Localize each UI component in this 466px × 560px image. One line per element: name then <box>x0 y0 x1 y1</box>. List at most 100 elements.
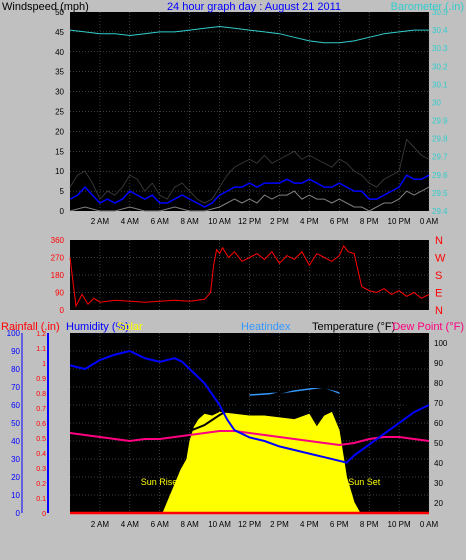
x-tick-label: 10 PM <box>388 520 411 529</box>
barometer-tick-label: 29.6 <box>432 171 448 180</box>
series-gust-highlight <box>69 138 430 204</box>
rainfall-tick-label: 0.2 <box>36 481 46 488</box>
solar-axis-label: Solar <box>117 321 143 333</box>
direction-tick-label: 90 <box>55 289 64 298</box>
dewpoint-axis-label: Dew Point (°F) <box>392 321 464 333</box>
wind-tick-label: 50 <box>55 8 64 17</box>
humidity-tick-label: 30 <box>11 455 20 464</box>
direction-tick-label: 270 <box>51 254 65 263</box>
wind-tick-label: 35 <box>55 68 64 77</box>
x-tick-label: 6 PM <box>330 520 349 529</box>
direction-tick-label: 0 <box>60 306 65 315</box>
barometer-tick-label: 29.5 <box>432 189 448 198</box>
temperature-tick-label: 80 <box>434 379 443 388</box>
x-tick-label: 6 AM <box>151 217 170 226</box>
x-tick-label: 6 PM <box>330 217 349 226</box>
humidity-tick-label: 60 <box>11 401 20 410</box>
temperature-tick-label: 60 <box>434 419 443 428</box>
rainfall-tick-label: 0.8 <box>36 391 46 398</box>
temperature-tick-label: 100 <box>434 339 448 348</box>
sunset-label: Sun Set <box>348 477 381 487</box>
wind-grid <box>70 12 430 211</box>
direction-tick-label: 180 <box>51 271 65 280</box>
series-min <box>69 186 430 212</box>
compass-label: N <box>435 235 443 247</box>
barometer-tick-label: 29.4 <box>432 207 448 216</box>
x-tick-label: 8 AM <box>181 520 200 529</box>
series-humidity <box>69 349 430 464</box>
windspeed-axis-label: Windspeed (mph) <box>2 1 89 13</box>
wind-panel: 0 5 10 15 20 25 30 35 40 45 50 29.4 29.5 29.6 29.7 29.… <box>2 1 464 226</box>
barometer-tick-label: 30.1 <box>432 80 448 89</box>
rainfall-tick-label: 0.6 <box>36 421 46 428</box>
wind-tick-label: 40 <box>55 48 64 57</box>
rainfall-tick-label: 0 <box>42 511 46 518</box>
x-tick-label: 10 PM <box>388 217 411 226</box>
barometer-tick-label: 29.7 <box>432 153 448 162</box>
barometer-tick-label: 30.3 <box>432 44 448 53</box>
x-tick-label: 4 AM <box>121 217 140 226</box>
direction-plot-area <box>70 240 429 310</box>
barometer-tick-label: 30 <box>432 98 441 107</box>
temperature-tick-label: 40 <box>434 459 443 468</box>
x-tick-label: 6 AM <box>151 520 170 529</box>
wind-tick-label: 30 <box>55 88 64 97</box>
compass-label: S <box>435 270 442 282</box>
direction-tick-labels: 0 90 180 270 360 <box>51 236 65 315</box>
rainfall-tick-label: 0.3 <box>36 466 46 473</box>
humidity-tick-label: 70 <box>11 383 20 392</box>
thermo-panel: 0 0.1 0.2 0.3 0.4 0.5 0.6 0.7 0.8 0.9 1 1.1 1.2 0 10 2… <box>1 321 464 529</box>
thermo-x-tick-labels: 2 AM 4 AM 6 AM 8 AM 10 AM 12 PM 2 PM 4 PM 6 PM 8 … <box>91 520 439 529</box>
x-tick-label: 2 AM <box>91 520 110 529</box>
direction-series <box>69 244 430 308</box>
chart-title: 24 hour graph day : August 21 2011 <box>167 1 341 13</box>
temperature-tick-label: 30 <box>434 479 443 488</box>
x-tick-label: 8 PM <box>360 520 379 529</box>
temperature-tick-label: 20 <box>434 499 443 508</box>
wind-tick-label: 5 <box>60 187 65 196</box>
wind-tick-label: 25 <box>55 108 64 117</box>
x-tick-label: 0 AM <box>420 217 439 226</box>
temperature-tick-label: 70 <box>434 399 443 408</box>
rainfall-tick-labels: 0 0.1 0.2 0.3 0.4 0.5 0.6 0.7 0.8 0.9 1 1.1 1.2 <box>36 331 49 518</box>
barometer-tick-label: 30.2 <box>432 62 448 71</box>
rainfall-tick-label: 0.1 <box>36 496 46 503</box>
heatindex-label: Heatindex <box>241 321 291 333</box>
series-temperature <box>69 386 429 437</box>
barometer-tick-label: 30.4 <box>432 26 448 35</box>
wind-tick-label: 45 <box>55 28 64 37</box>
barometer-tick-label: 30.5 <box>432 8 448 17</box>
rainfall-tick-label: 0.4 <box>36 451 46 458</box>
series-direction <box>69 244 430 308</box>
x-tick-label: 12 PM <box>238 217 261 226</box>
x-tick-label: 2 PM <box>270 217 289 226</box>
rainfall-axis-label: Rainfall (.in) <box>1 321 60 333</box>
x-tick-label: 2 AM <box>91 217 110 226</box>
wind-tick-label: 15 <box>55 147 64 156</box>
x-tick-label: 4 PM <box>300 217 319 226</box>
humidity-tick-label: 40 <box>11 437 20 446</box>
x-tick-label: 0 AM <box>420 520 439 529</box>
x-tick-label: 10 AM <box>208 520 231 529</box>
humidity-tick-labels: 0 10 20 30 40 50 60 70 80 90 100 <box>7 329 23 518</box>
humidity-tick-label: 20 <box>11 473 20 482</box>
humidity-tick-label: 100 <box>7 329 21 338</box>
wind-tick-label: 0 <box>60 207 65 216</box>
direction-tick-label: 360 <box>51 236 65 245</box>
barometer-tick-label: 29.8 <box>432 135 448 144</box>
compass-label: E <box>435 288 442 300</box>
barometer-axis-label: Barometer (.in) <box>391 1 464 13</box>
rainfall-tick-label: 0.7 <box>36 406 46 413</box>
humidity-tick-label: 50 <box>11 419 20 428</box>
rainfall-tick-label: 1 <box>42 361 46 368</box>
wind-series <box>69 25 430 212</box>
wind-tick-label: 10 <box>55 167 64 176</box>
barometer-tick-labels: 29.4 29.5 29.6 29.7 29.8 29.9 30 30.1 30.2 30.3 30… <box>432 8 448 216</box>
wind-tick-label: 20 <box>55 127 64 136</box>
temperature-axis-label: Temperature (°F) <box>312 321 395 333</box>
x-tick-label: 10 AM <box>208 217 231 226</box>
wind-y-tick-labels: 0 5 10 15 20 25 30 35 40 45 50 <box>55 8 64 216</box>
rainfall-tick-label: 1.1 <box>36 346 46 353</box>
